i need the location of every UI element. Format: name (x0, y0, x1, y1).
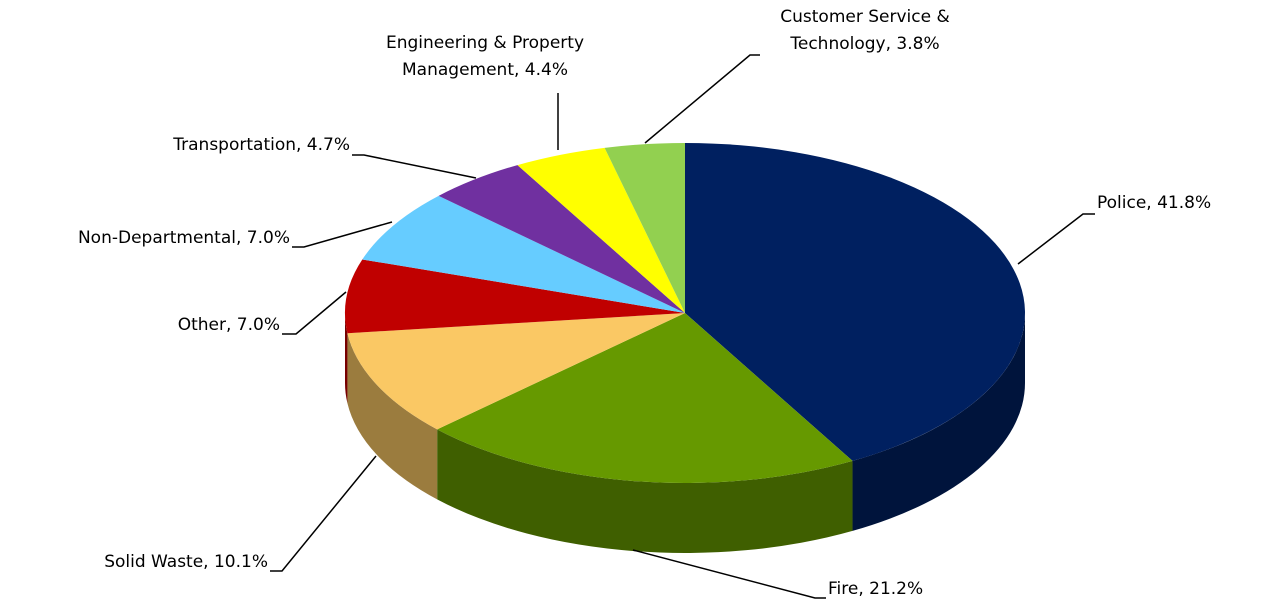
pie-side (347, 333, 438, 500)
pie-slice (437, 313, 853, 483)
data-label-line: Transportation, 4.7% (172, 135, 350, 155)
data-label-line: Management, 4.4% (402, 60, 568, 80)
data-label: Transportation, 4.7% (172, 135, 350, 155)
leader-line (644, 54, 760, 144)
data-label: Fire, 21.2% (828, 579, 923, 599)
pie-slice (345, 259, 685, 334)
data-label-line: Non-Departmental, 7.0% (78, 228, 290, 248)
pie-slice (347, 313, 685, 430)
pie-side (852, 313, 1025, 531)
leader-line (1017, 213, 1095, 265)
data-label: Non-Departmental, 7.0% (78, 228, 290, 248)
pie-slice (438, 165, 685, 313)
pie-slice (604, 143, 685, 313)
data-label: Engineering & Property Management, 4.4% (386, 33, 584, 80)
data-label: Customer Service & Technology, 3.8% (780, 7, 949, 54)
leader-line (270, 455, 377, 572)
data-label-line: Other, 7.0% (178, 315, 280, 335)
leader-line (632, 549, 826, 599)
data-label-line: Fire, 21.2% (828, 579, 923, 599)
data-label-line: Technology, 3.8% (789, 34, 939, 54)
data-label: Solid Waste, 10.1% (104, 552, 268, 572)
data-label-line: Engineering & Property (386, 33, 584, 53)
pie-slice (685, 143, 1025, 461)
leader-line (292, 221, 393, 248)
pie-side (345, 313, 348, 404)
data-label-line: Customer Service & (780, 7, 949, 27)
data-label-line: Solid Waste, 10.1% (104, 552, 268, 572)
leader-line (282, 291, 347, 335)
pie-slice (362, 195, 685, 313)
data-label: Other, 7.0% (178, 315, 280, 335)
pie-side (437, 429, 853, 553)
pie-slice (517, 147, 685, 313)
data-label-line: Police, 41.8% (1097, 193, 1211, 213)
data-label: Police, 41.8% (1097, 193, 1211, 213)
leader-line (352, 154, 477, 179)
